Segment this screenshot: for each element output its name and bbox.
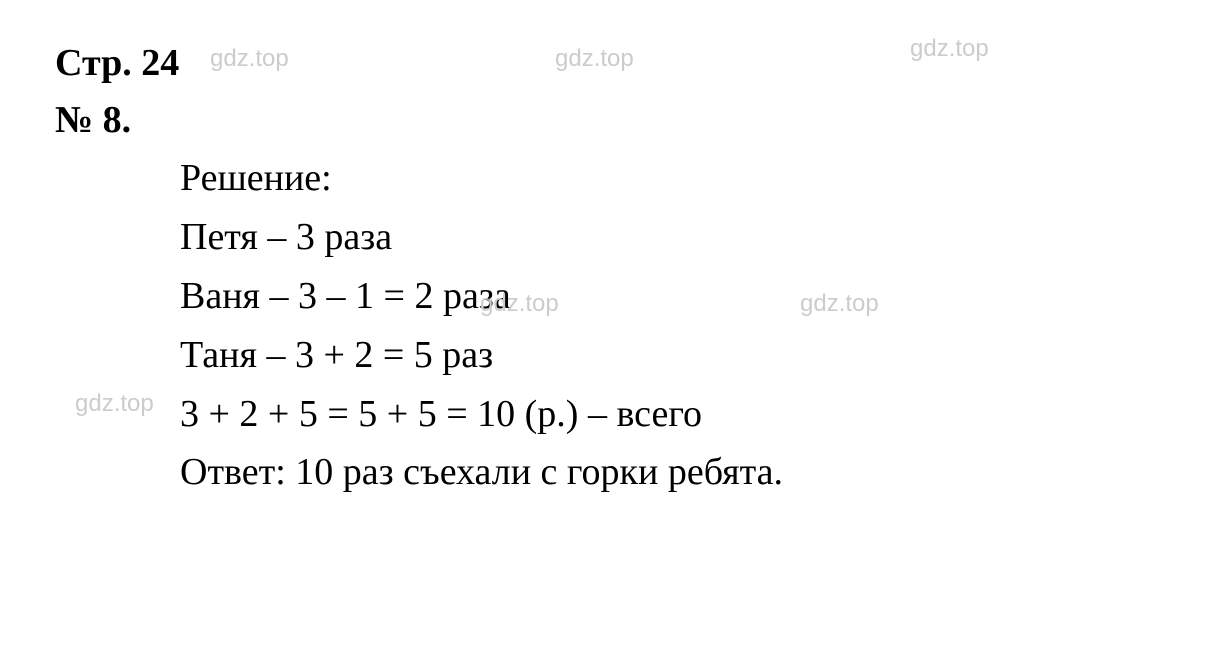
solution-line: Таня – 3 + 2 = 5 раз: [180, 326, 1155, 385]
solution-answer: Ответ: 10 раз съехали с горки ребята.: [180, 443, 1155, 502]
watermark-text: gdz.top: [210, 45, 289, 73]
watermark-text: gdz.top: [480, 290, 559, 318]
watermark-text: gdz.top: [910, 35, 989, 63]
watermark-text: gdz.top: [75, 390, 154, 418]
document-content: Стр. 24 № 8. Решение: Петя – 3 раза Ваня…: [55, 35, 1155, 502]
solution-line: Петя – 3 раза: [180, 208, 1155, 267]
watermark-text: gdz.top: [555, 45, 634, 73]
problem-number: № 8.: [55, 92, 1155, 149]
solution-title: Решение:: [180, 149, 1155, 208]
solution-line: Ваня – 3 – 1 = 2 раза: [180, 267, 1155, 326]
watermark-text: gdz.top: [800, 290, 879, 318]
solution-line: 3 + 2 + 5 = 5 + 5 = 10 (р.) – всего: [180, 385, 1155, 444]
solution-block: Решение: Петя – 3 раза Ваня – 3 – 1 = 2 …: [180, 149, 1155, 502]
